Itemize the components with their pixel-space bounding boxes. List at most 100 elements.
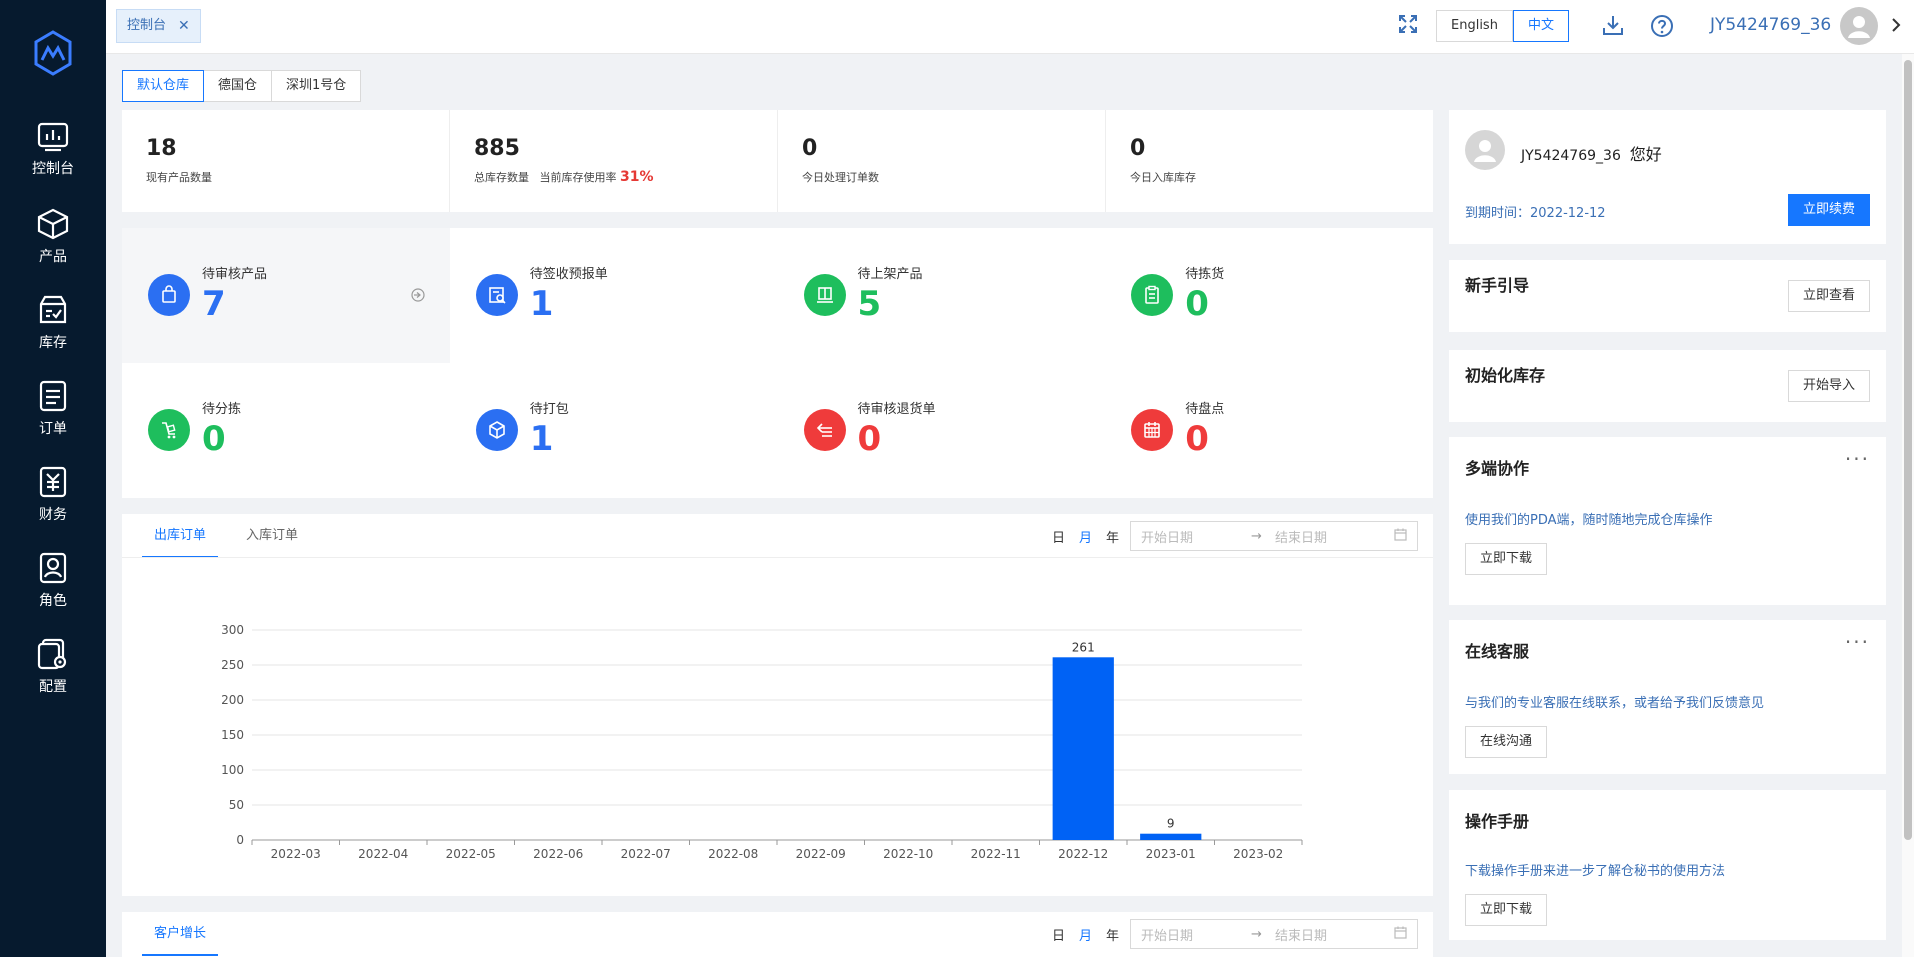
task-pending-asn-receipt[interactable]: 待签收预报单 1 [450,228,778,363]
finance-icon [39,466,67,498]
chart-tabs: 出库订单 入库订单 [142,514,326,558]
order-icon [39,380,67,412]
bar[interactable] [1052,657,1114,840]
start-date-input[interactable]: 开始日期 [1141,530,1194,546]
stat-orders-today: 0 今日处理订单数 [778,110,1106,212]
calendar-icon [1131,409,1174,451]
online-chat-button[interactable]: 在线沟通 [1465,726,1548,758]
period-year[interactable]: 年 [1106,929,1120,944]
sidebar-item-order[interactable]: 订单 [0,380,106,460]
download-icon[interactable] [1602,14,1624,40]
task-pending-putaway[interactable]: 待上架产品 5 [778,228,1106,363]
start-import-button[interactable]: 开始导入 [1787,370,1870,402]
task-label: 待审核退货单 [857,402,936,417]
download-pda-button[interactable]: 立即下载 [1465,543,1548,575]
task-pending-sorting[interactable]: 待分拣 0 [122,363,450,498]
period-day[interactable]: 日 [1052,531,1066,546]
close-icon[interactable]: ✕ [178,18,190,34]
sidebar-item-label: 角色 [39,593,67,609]
sidebar-item-inventory[interactable]: 库存 [0,294,106,374]
avatar [1465,130,1505,170]
date-range-picker[interactable]: 开始日期 → 结束日期 [1130,521,1418,551]
period-year[interactable]: 年 [1106,531,1120,546]
help-icon[interactable] [1650,14,1674,42]
more-icon[interactable]: ··· [1844,447,1870,471]
view-guide-button[interactable]: 立即查看 [1787,280,1870,312]
account-card: JY5424769_36 您好 到期时间：2022-12-12 立即续费 [1449,110,1886,244]
x-tick-label: 2022-06 [533,847,583,861]
receipt-icon [475,274,518,316]
task-pending-picking[interactable]: 待拣货 0 [1105,228,1433,363]
stat-total-stock: 885 总库存数量 当前库存使用率 31% [450,110,778,212]
expiry-date: 到期时间：2022-12-12 [1465,206,1606,221]
calendar-icon[interactable] [1394,926,1407,943]
tab-outbound-orders[interactable]: 出库订单 [142,514,219,558]
end-date-input[interactable]: 结束日期 [1275,530,1328,546]
task-count: 0 [1185,284,1209,324]
bar[interactable] [1140,833,1202,840]
config-icon [37,638,67,670]
scrollbar[interactable] [1902,54,1914,957]
sidebar-item-finance[interactable]: 财务 [0,466,106,546]
stat-value: 18 [146,136,177,161]
sidebar-item-label: 产品 [39,249,67,265]
task-pending-stocktake[interactable]: 待盘点 0 [1105,363,1433,498]
period-month[interactable]: 月 [1079,929,1093,944]
task-count: 1 [529,284,554,324]
warehouse-tab-germany[interactable]: 德国仓 [203,70,273,102]
task-pending-packing[interactable]: 待打包 1 [450,363,778,498]
lang-chinese-button[interactable]: 中文 [1512,10,1569,42]
enter-icon[interactable] [411,288,425,306]
sidebar-item-config[interactable]: 配置 [0,638,106,718]
task-count: 5 [857,284,882,324]
x-tick-label: 2022-03 [271,847,321,861]
period-day[interactable]: 日 [1052,929,1066,944]
return-icon [803,409,846,451]
multi-device-desc: 使用我们的PDA端，随时随地完成仓库操作 [1465,513,1713,528]
init-inventory-title: 初始化库存 [1465,366,1546,385]
warehouse-tab-default[interactable]: 默认仓库 [122,70,205,102]
x-tick-label: 2022-07 [621,847,671,861]
more-icon[interactable]: ··· [1844,630,1870,654]
guide-card: 新手引导 立即查看 [1449,260,1886,332]
chevron-right-icon[interactable] [1890,16,1902,38]
outbound-bar-chart: 0 50 100 150 200 250 300 2022-03 2022-04 2022-05 2… [221,623,1303,861]
task-grid: 待审核产品 7 待签收预报单 1 待上架产品 5 待拣货 0 待分拣 0 待打包… [122,228,1433,498]
tab-inbound-orders[interactable]: 入库订单 [246,528,299,543]
date-range-picker[interactable]: 开始日期 → 结束日期 [1130,919,1418,949]
multi-device-card: 多端协作 ··· 使用我们的PDA端，随时随地完成仓库操作 立即下载 [1449,437,1886,605]
period-switch: 日 月 年 [1052,527,1119,546]
x-tick-label: 2023-02 [1233,847,1283,861]
inventory-icon [39,295,67,324]
sidebar-item-dashboard[interactable]: 控制台 [0,122,106,202]
period-month[interactable]: 月 [1079,531,1093,546]
cart-icon [148,409,190,451]
x-tick-label: 2022-08 [708,847,758,861]
calendar-icon[interactable] [1394,528,1407,545]
manual-card: 操作手册 下载操作手册来进一步了解仓秘书的使用方法 立即下载 [1449,790,1886,940]
task-count: 1 [529,419,554,459]
warehouse-tab-shenzhen[interactable]: 深圳1号仓 [271,70,362,102]
divider [122,557,1433,558]
renew-button[interactable]: 立即续费 [1787,194,1870,226]
fullscreen-icon[interactable] [1398,14,1418,38]
end-date-input[interactable]: 结束日期 [1275,928,1328,944]
scrollbar-thumb[interactable] [1904,60,1912,840]
stat-label-text: 总库存数量 [474,171,529,184]
x-tick-label: 2022-12 [1058,847,1108,861]
tab-customer-growth[interactable]: 客户增长 [142,912,219,956]
avatar[interactable] [1840,7,1878,45]
manual-title: 操作手册 [1465,812,1530,831]
username[interactable]: JY5424769_36 [1710,15,1832,35]
download-manual-button[interactable]: 立即下载 [1465,894,1548,926]
lang-english-button[interactable]: English [1436,10,1513,42]
task-pending-product-review[interactable]: 待审核产品 7 [122,228,450,363]
clipboard-icon [1131,274,1174,316]
task-pending-return-review[interactable]: 待审核退货单 0 [778,363,1106,498]
sidebar-item-product[interactable]: 产品 [0,208,106,288]
page-tab-dashboard[interactable]: 控制台 ✕ [116,9,201,43]
start-date-input[interactable]: 开始日期 [1141,928,1194,944]
sidebar-item-role[interactable]: 角色 [0,552,106,632]
sidebar: 控制台 产品 库存 订单 财务 角色 配置 [0,0,106,957]
logo-icon[interactable] [33,30,73,76]
